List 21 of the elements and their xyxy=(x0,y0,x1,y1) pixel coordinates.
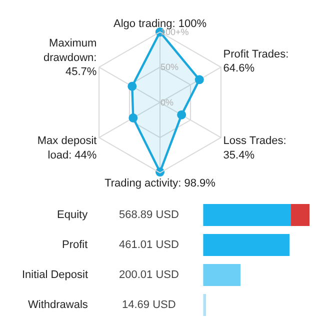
y-tick-label: 0% xyxy=(160,97,174,108)
bar xyxy=(291,204,310,226)
y-tick-label: Profit xyxy=(62,239,88,251)
y-tick-label: Equity xyxy=(57,209,88,221)
spoke-label: Profit Trades: 64.6% xyxy=(223,48,289,75)
spoke-label: Algo trading: 100% xyxy=(114,18,207,30)
y-tick-label: Initial Deposit xyxy=(22,269,88,281)
spoke-label: Maximum drawdown: 45.7% xyxy=(43,38,97,78)
spoke-label: Max deposit load: 44% xyxy=(37,135,97,162)
spoke-label: Trading activity: 98.9% xyxy=(104,178,216,190)
text: 14.69 USD xyxy=(122,299,176,311)
bar xyxy=(203,264,241,286)
spoke-label: Loss Trades: 35.4% xyxy=(223,135,286,162)
y-tick-label: 50% xyxy=(160,62,179,72)
text: 568.89 USD xyxy=(119,209,179,221)
bar xyxy=(203,294,206,316)
bar xyxy=(203,204,292,226)
text: 200.01 USD xyxy=(119,269,179,281)
text: 461.01 USD xyxy=(119,239,179,251)
y-tick-label: Withdrawals xyxy=(28,299,88,311)
bar xyxy=(203,234,290,256)
